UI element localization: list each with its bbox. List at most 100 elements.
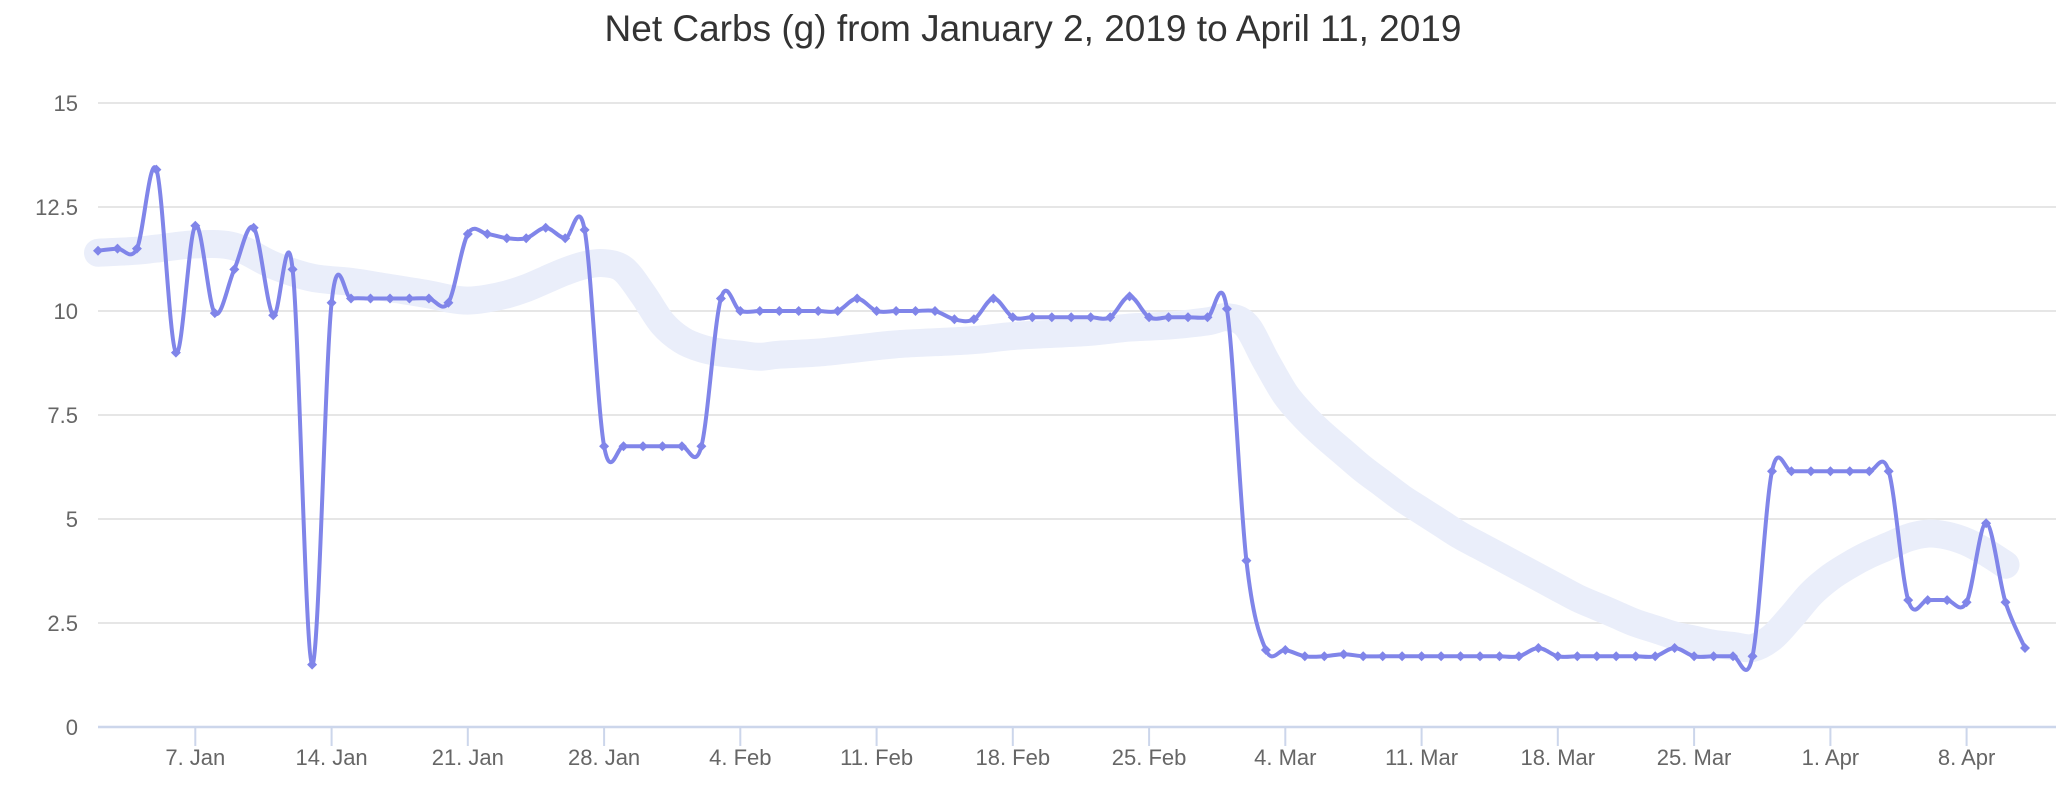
data-point-marker[interactable] [638,441,648,452]
data-point-marker[interactable] [1689,651,1700,662]
data-point-marker[interactable] [462,229,473,239]
data-point-marker[interactable] [482,229,493,239]
data-point-marker[interactable] [1961,597,1972,608]
data-point-marker[interactable] [1805,466,1816,477]
data-point-marker[interactable] [1552,651,1563,662]
data-point-marker[interactable] [1864,466,1875,477]
data-point-marker[interactable] [930,306,940,316]
data-point-marker[interactable] [1280,645,1291,655]
data-point-marker[interactable] [1416,651,1427,662]
data-point-marker[interactable] [229,264,240,275]
data-point-marker[interactable] [151,164,162,175]
data-point-marker[interactable] [1163,312,1174,323]
data-point-marker[interactable] [774,306,785,316]
data-point-marker[interactable] [1844,466,1855,477]
data-point-marker[interactable] [1377,651,1388,662]
data-point-marker[interactable] [1202,312,1213,323]
data-point-marker[interactable] [1397,651,1408,662]
data-point-marker[interactable] [1922,595,1933,606]
data-point-marker[interactable] [423,293,434,304]
data-point-marker[interactable] [871,306,882,316]
data-point-marker[interactable] [326,297,337,308]
data-point-marker[interactable] [1319,651,1330,662]
data-point-marker[interactable] [1124,291,1135,302]
data-point-marker[interactable] [1241,555,1252,566]
data-point-marker[interactable] [287,264,298,275]
data-point-marker[interactable] [813,306,824,316]
data-point-marker[interactable] [754,306,765,316]
data-point-marker[interactable] [735,306,746,316]
data-point-marker[interactable] [1591,651,1602,662]
data-point-marker[interactable] [968,314,979,325]
data-point-marker[interactable] [443,297,454,308]
data-point-marker[interactable] [1046,312,1057,323]
data-point-marker[interactable] [170,347,181,358]
data-point-marker[interactable] [307,659,318,670]
data-point-marker[interactable] [112,243,123,254]
data-point-marker[interactable] [404,293,415,304]
data-point-marker[interactable] [1260,645,1271,655]
data-point-marker[interactable] [540,222,551,233]
data-point-marker[interactable] [1513,651,1524,662]
data-point-marker[interactable] [268,310,279,321]
data-point-marker[interactable] [1669,643,1680,653]
data-point-marker[interactable] [1650,651,1661,662]
data-point-marker[interactable] [910,306,921,316]
data-point-marker[interactable] [1767,466,1777,477]
data-point-marker[interactable] [93,245,103,256]
data-point-marker[interactable] [1475,651,1485,662]
data-point-marker[interactable] [2020,643,2030,653]
data-point-marker[interactable] [1105,312,1116,323]
data-point-marker[interactable] [1630,651,1641,662]
data-point-marker[interactable] [949,314,960,325]
data-point-marker[interactable] [1903,595,1914,606]
data-point-marker[interactable] [1728,651,1738,662]
data-point-marker[interactable] [365,293,376,304]
data-point-marker[interactable] [1572,651,1583,662]
data-point-marker[interactable] [793,306,804,316]
data-point-marker[interactable] [1338,649,1349,660]
data-point-marker[interactable] [2000,597,2011,608]
data-point-marker[interactable] [891,306,902,316]
data-point-marker[interactable] [1085,312,1096,323]
data-point-marker[interactable] [560,233,571,244]
data-point-marker[interactable] [248,222,259,233]
data-point-marker[interactable] [1066,312,1077,323]
data-point-marker[interactable] [657,441,668,452]
data-point-marker[interactable] [1981,518,1992,529]
data-point-marker[interactable] [1455,651,1466,662]
data-point-marker[interactable] [1747,651,1758,662]
data-point-marker[interactable] [1183,312,1193,323]
data-point-marker[interactable] [715,293,726,304]
data-point-marker[interactable] [521,233,532,244]
data-point-marker[interactable] [1007,312,1018,323]
data-point-marker[interactable] [1786,466,1797,477]
data-point-marker[interactable] [676,441,687,452]
data-point-marker[interactable] [1708,651,1719,662]
data-point-marker[interactable] [190,220,201,231]
data-point-marker[interactable] [1299,651,1310,662]
data-point-marker[interactable] [599,441,610,452]
data-point-marker[interactable] [579,224,590,235]
data-point-marker[interactable] [832,306,843,316]
data-point-marker[interactable] [1436,651,1447,662]
data-point-marker[interactable] [618,441,629,452]
data-point-marker[interactable] [988,293,999,304]
data-point-marker[interactable] [1027,312,1038,323]
data-point-marker[interactable] [209,308,220,319]
data-point-marker[interactable] [1611,651,1622,662]
data-point-marker[interactable] [1144,312,1155,323]
data-point-marker[interactable] [1883,466,1894,477]
data-point-marker[interactable] [1221,303,1232,314]
data-point-marker[interactable] [1825,466,1836,477]
data-point-marker[interactable] [501,233,512,244]
data-point-marker[interactable] [131,243,142,254]
data-point-marker[interactable] [1533,643,1544,653]
data-point-marker[interactable] [385,293,395,304]
data-point-marker[interactable] [346,293,356,304]
data-point-marker[interactable] [1942,595,1953,606]
data-point-marker[interactable] [1358,651,1369,662]
data-point-marker[interactable] [1494,651,1505,662]
data-point-marker[interactable] [696,441,707,452]
data-point-marker[interactable] [852,293,863,304]
